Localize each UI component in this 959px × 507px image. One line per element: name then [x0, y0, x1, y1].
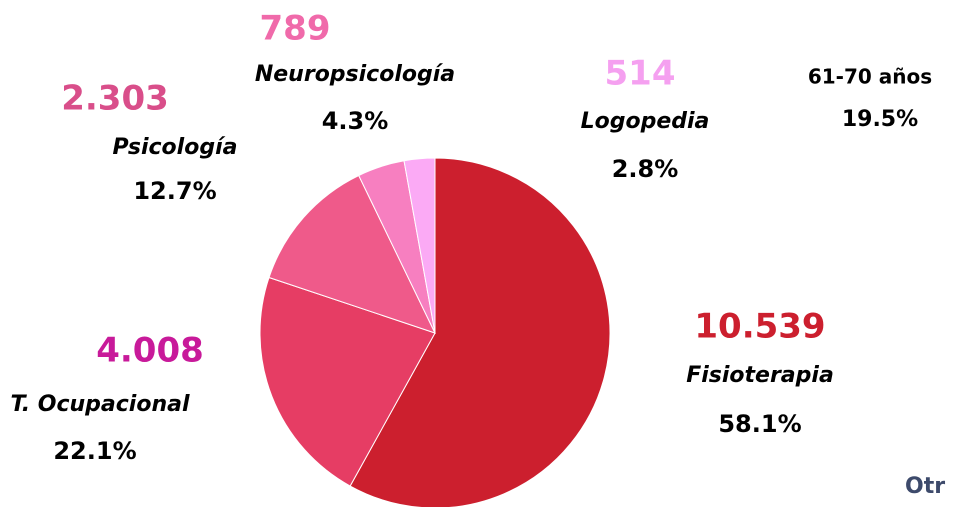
- category-label: Fisioterapia: [686, 363, 834, 388]
- pie-slice: [268, 174, 436, 334]
- value-label: 514: [605, 54, 676, 94]
- pie-slice: [403, 157, 436, 334]
- pie-slice: [349, 157, 611, 507]
- share-label: 22.1%: [53, 437, 136, 465]
- share-label: 12.7%: [133, 177, 216, 205]
- category-label: Logopedia: [581, 109, 710, 134]
- share-label: 4.3%: [322, 107, 389, 135]
- share-label: 2.8%: [612, 155, 679, 183]
- category-label: Psicología: [113, 135, 238, 160]
- annotation: Otr: [905, 474, 945, 499]
- value-label: 789: [260, 9, 331, 49]
- pie-slice: [259, 276, 436, 487]
- category-label: T. Ocupacional: [10, 392, 189, 417]
- share-label: 58.1%: [718, 410, 801, 438]
- annotation: 19.5%: [842, 107, 918, 132]
- value-label: 4.008: [96, 331, 204, 371]
- annotation: 61-70 años: [808, 65, 932, 89]
- category-label: Neuropsicología: [255, 62, 455, 87]
- value-label: 10.539: [694, 307, 825, 347]
- value-label: 2.303: [61, 79, 169, 119]
